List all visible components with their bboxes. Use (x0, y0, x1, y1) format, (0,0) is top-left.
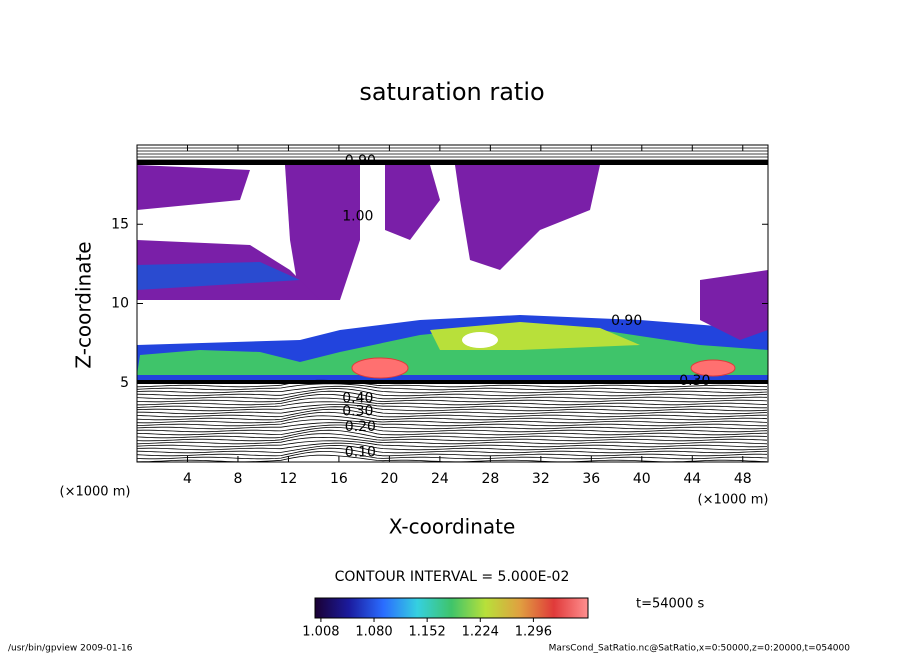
y-tick-label: 10 (111, 296, 129, 312)
field-fill (455, 165, 600, 270)
contour-line (137, 406, 768, 415)
x-tick-label: 32 (532, 471, 550, 487)
colorbar-tick-label: 1.152 (409, 625, 446, 640)
x-tick-label: 28 (481, 471, 499, 487)
x-tick-label: 24 (431, 471, 449, 487)
y-axis-unit: (×1000 m) (60, 485, 131, 500)
time-label: t=54000 s (636, 597, 704, 612)
contour-line (137, 447, 768, 457)
contour-label: 0.90 (611, 313, 642, 329)
field-fill (690, 359, 736, 377)
contour-line (137, 440, 768, 448)
contour-line (137, 397, 768, 406)
contour-line (137, 383, 768, 391)
contour-label: 0.40 (342, 391, 373, 407)
contour-label: 0.90 (345, 153, 376, 169)
contour-interval: CONTOUR INTERVAL = 5.000E-02 (335, 569, 570, 585)
colorbar-tick-label: 1.224 (462, 625, 499, 640)
x-tick-label: 8 (233, 471, 242, 487)
field-fill (385, 165, 440, 240)
chart-title: saturation ratio (359, 78, 544, 106)
field-fill (137, 262, 300, 290)
contour-line (137, 424, 768, 433)
contour-label: 0.10 (345, 444, 376, 460)
contour-line (137, 451, 768, 460)
contour-line (137, 408, 767, 418)
footer-right: MarsCond_SatRatio.nc@SatRatio,x=0:50000,… (549, 644, 851, 654)
contour-line (137, 426, 768, 436)
contour-label: 0.20 (345, 419, 376, 435)
field-line (137, 160, 768, 165)
contour-line (137, 379, 768, 388)
y-tick-label: 15 (111, 216, 129, 232)
x-tick-label: 20 (380, 471, 398, 487)
field (137, 147, 768, 462)
contour-line (137, 411, 768, 421)
contour-line (137, 419, 767, 427)
contour-line (137, 445, 768, 454)
contour-line (137, 415, 768, 424)
contour-line (137, 429, 768, 439)
x-tick-label: 48 (734, 471, 752, 487)
x-tick-label: 12 (280, 471, 298, 487)
x-tick-label: 16 (330, 471, 348, 487)
x-axis-unit: (×1000 m) (698, 493, 769, 508)
field-line (137, 380, 768, 384)
x-tick-label: 40 (633, 471, 651, 487)
contour-line (137, 436, 768, 445)
colorbar-tick-label: 1.296 (515, 625, 552, 640)
x-tick-label: 44 (683, 471, 701, 487)
contour-line (137, 388, 768, 397)
contour-line (137, 394, 768, 403)
contour-line (137, 433, 768, 442)
contour-label: 0.30 (342, 403, 373, 419)
contour-label: 0.30 (679, 373, 710, 389)
field-fill (700, 270, 768, 340)
contour-line (137, 401, 767, 409)
field-fill (462, 332, 498, 348)
footer-left: /usr/bin/gpview 2009-01-16 (8, 644, 133, 654)
colorbar-tick-label: 1.080 (355, 625, 392, 640)
field-fill (285, 165, 360, 300)
contour-line (137, 385, 768, 394)
contour-label: 1.00 (342, 208, 373, 224)
contour-line (137, 422, 768, 430)
y-tick-label: 5 (120, 375, 129, 391)
x-tick-label: 36 (582, 471, 600, 487)
y-axis-label: Z-coordinate (72, 241, 96, 368)
axes: 4 8 12 16 20 24 28 32 36 40 44 48510150.100.200.300… (111, 145, 768, 487)
x-axis-label: X-coordinate (389, 515, 516, 539)
field-fill (137, 165, 250, 210)
field-fill (351, 357, 409, 379)
contour-line (137, 404, 768, 412)
colorbar-tick-label: 1.008 (302, 625, 339, 640)
x-tick-label: 4 (183, 471, 192, 487)
colorbar (314, 597, 589, 619)
contour-line (137, 442, 768, 451)
contour-line (137, 390, 768, 400)
